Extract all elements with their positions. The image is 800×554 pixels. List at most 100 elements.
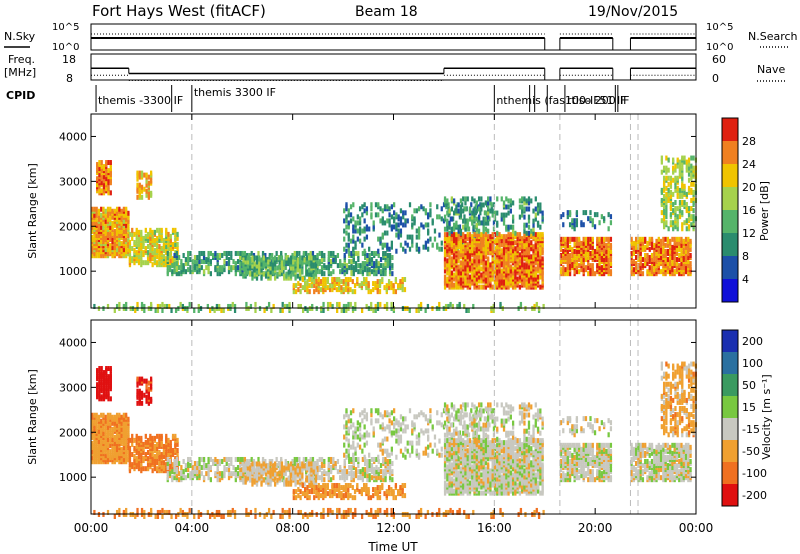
power-cell [311,303,314,309]
velocity-cell [173,475,176,481]
power-cell [438,214,441,220]
power-cell [648,255,651,261]
power-cell [684,236,688,242]
power-cell [354,261,358,267]
power-cell [231,301,234,307]
power-cell [348,250,351,256]
power-cell [197,303,200,309]
power-cell [227,269,231,275]
power-cell [388,206,391,212]
power-cell [136,170,139,176]
power-cell [690,187,693,193]
velocity-cell [175,473,178,479]
power-cell [589,255,592,261]
power-cell [342,287,345,293]
power-cell [448,268,451,274]
velocity-cell [128,458,132,464]
velocity-cell [137,441,141,447]
power-cell [464,246,467,252]
power-cell [589,250,592,256]
power-cell [385,283,388,289]
power-cell [489,242,492,248]
power-cell [681,155,684,161]
power-cell [133,231,136,237]
power-cell [278,255,281,261]
power-cell [352,224,355,230]
power-cell [684,267,688,273]
power-cell [455,208,458,214]
power-cell [690,181,693,187]
power-cell [464,206,467,212]
power-cell [395,248,398,254]
velocity-cell [207,463,210,469]
power-cell [390,301,393,307]
velocity-cell [100,380,103,386]
power-cell [665,165,668,171]
power-cell [128,248,132,254]
power-cell [475,226,478,232]
power-cell [496,236,499,242]
power-cell [373,250,376,256]
power-cell [648,246,651,252]
velocity-cell [189,456,192,462]
power-cell [205,257,208,263]
power-cell [358,216,362,222]
velocity-cell [198,473,201,479]
noise-left-tick-top: 10^5 [52,22,79,33]
power-cell [575,255,579,261]
power-cell [246,255,250,261]
velocity-cell [216,473,219,479]
power-cell [474,204,477,210]
power-cell [316,261,319,267]
power-cell [541,214,544,220]
power-cell [280,271,283,277]
velocity-cell [169,443,172,449]
power-cell [680,236,683,242]
velocity-cell [230,456,233,462]
power-cell [343,208,346,214]
velocity-cell [205,471,208,477]
power-cell [466,196,469,202]
velocity-cell [149,458,152,464]
colorbar-tick-label: 16 [742,204,756,217]
power-cell [505,204,508,210]
power-cell [655,238,658,244]
power-cell [482,254,485,260]
velocity-cell [175,467,178,473]
power-cell [96,162,99,168]
power-cell [365,303,368,309]
power-cell [587,240,590,246]
power-cell [641,236,645,242]
power-cell [295,250,299,256]
power-cell [607,212,610,218]
velocity-cell [138,388,141,394]
power-cell [171,263,174,269]
power-cell [648,265,651,271]
power-cell [482,236,485,242]
power-cell [449,301,452,307]
power-cell [487,250,490,256]
power-cell [251,271,254,277]
power-cell [467,226,471,232]
power-cell [349,277,352,283]
power-cell [267,259,270,265]
power-cell [253,261,256,267]
velocity-cell [127,439,130,445]
power-cell [462,276,465,282]
power-cell [655,242,658,248]
power-cell [464,264,467,270]
power-cell [462,272,465,278]
power-cell [351,279,354,285]
power-cell [196,269,199,275]
power-cell [671,255,674,261]
power-cell [536,274,540,280]
power-cell [216,252,219,258]
power-cell [646,257,649,263]
power-cell [381,216,384,222]
velocity-cell [111,426,114,432]
power-cell [177,265,181,271]
power-cell [502,234,506,240]
velocity-cell [135,439,138,445]
power-cell [345,263,349,269]
